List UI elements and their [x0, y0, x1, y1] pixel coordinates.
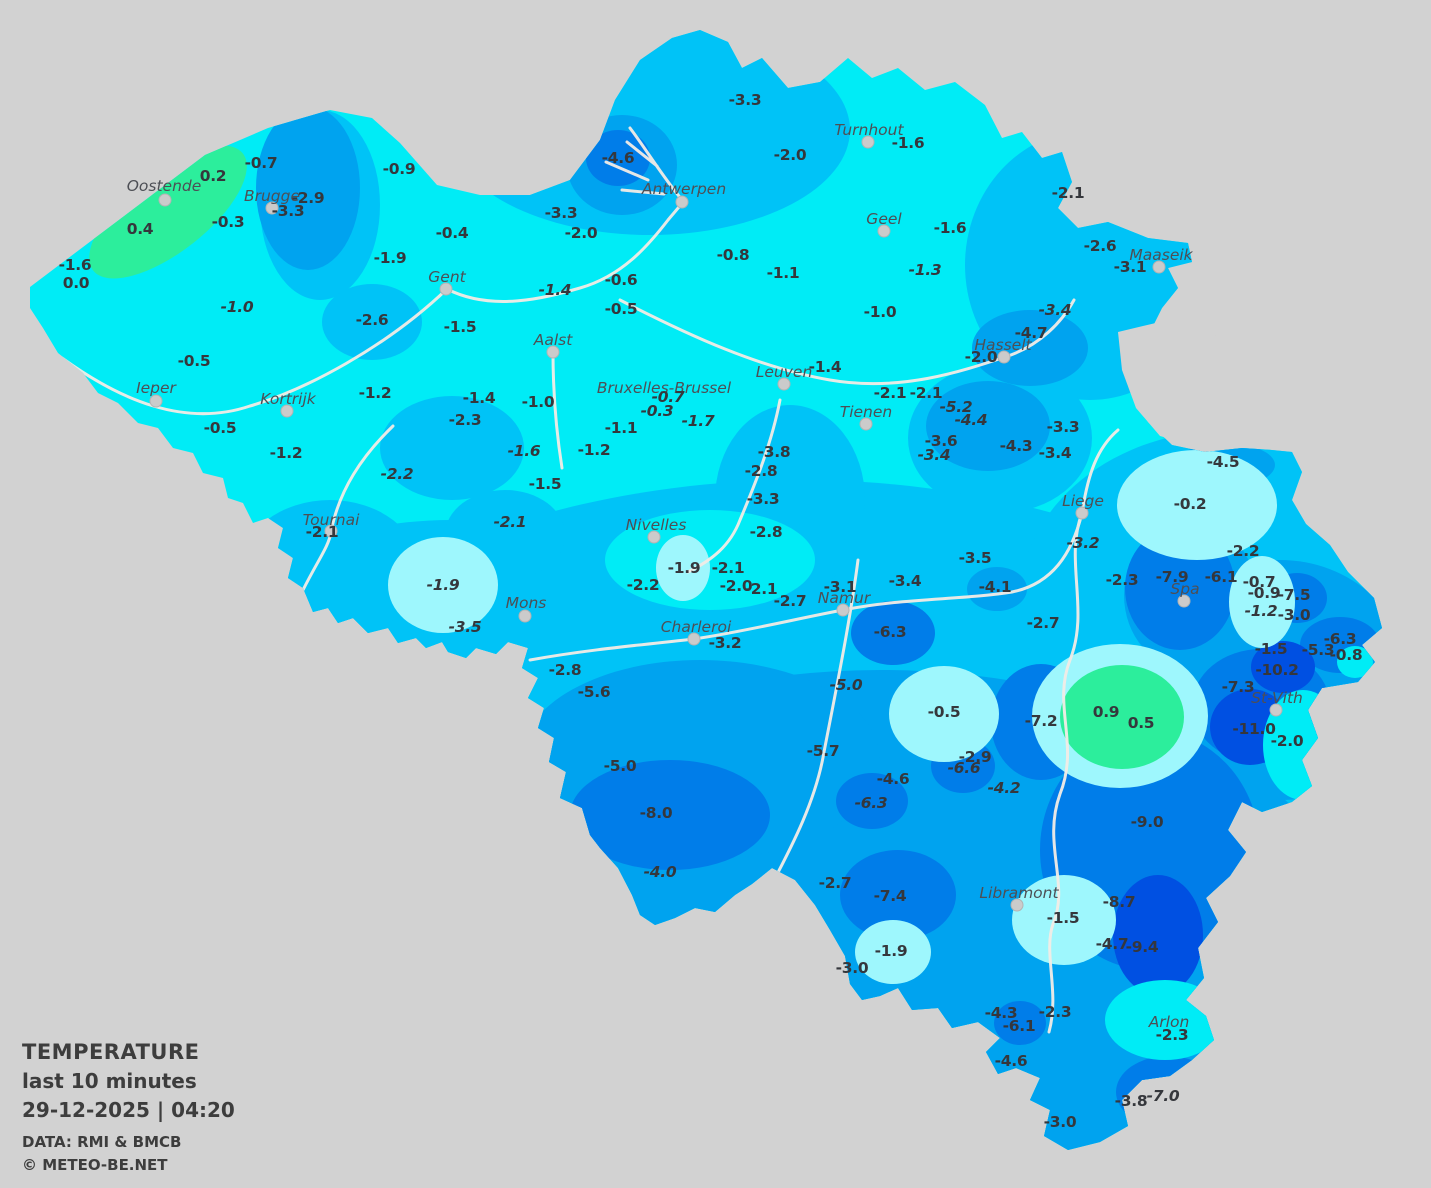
map-subtitle: last 10 minutes: [22, 1069, 197, 1093]
netherlands-wedge: [1118, 322, 1258, 446]
map-datetime: 29-12-2025 | 04:20: [22, 1098, 235, 1122]
title-block: TEMPERATURE last 10 minutes 29-12-2025 |…: [22, 1040, 235, 1174]
temp-zone-east-warm: [1060, 665, 1184, 769]
temp-zone-coast-warm: [89, 145, 247, 279]
map-title: TEMPERATURE: [22, 1040, 200, 1064]
data-source: DATA: RMI & BMCB: [22, 1133, 182, 1151]
rivers-and-borders: [60, 126, 1120, 1034]
copyright: © METEO-BE.NET: [22, 1156, 168, 1174]
